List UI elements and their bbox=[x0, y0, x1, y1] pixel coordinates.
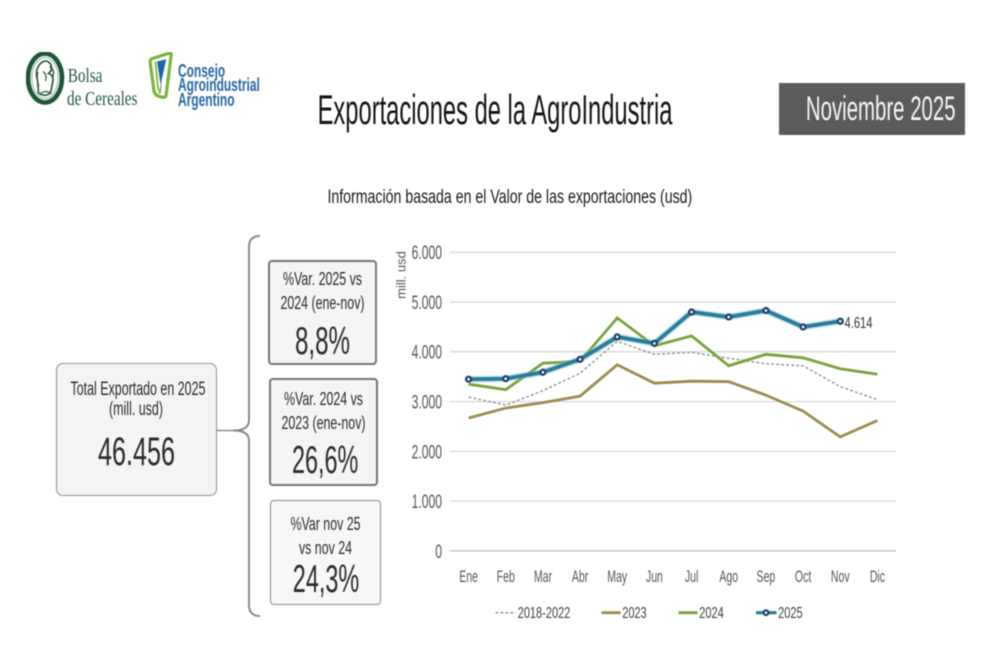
svg-text:2024: 2024 bbox=[699, 604, 724, 621]
svg-text:2018-2022: 2018-2022 bbox=[518, 604, 571, 621]
svg-text:6.000: 6.000 bbox=[412, 244, 443, 264]
svg-text:Nov: Nov bbox=[831, 566, 850, 585]
svg-text:Abr: Abr bbox=[572, 566, 589, 585]
svg-text:0: 0 bbox=[435, 542, 442, 562]
svg-text:4.614: 4.614 bbox=[845, 313, 873, 332]
svg-text:Ago: Ago bbox=[719, 566, 738, 585]
svg-text:Feb: Feb bbox=[497, 566, 515, 585]
svg-text:2.000: 2.000 bbox=[412, 443, 443, 463]
svg-text:5.000: 5.000 bbox=[412, 293, 443, 313]
svg-text:Ene: Ene bbox=[459, 566, 478, 585]
svg-text:Jul: Jul bbox=[685, 566, 698, 585]
svg-text:Dic: Dic bbox=[870, 566, 885, 585]
svg-text:2023: 2023 bbox=[622, 604, 646, 621]
svg-text:4.000: 4.000 bbox=[412, 343, 443, 363]
svg-text:Oct: Oct bbox=[795, 566, 811, 585]
svg-text:2025: 2025 bbox=[778, 604, 802, 621]
svg-text:May: May bbox=[607, 566, 628, 585]
svg-text:mill. usd: mill. usd bbox=[394, 251, 409, 299]
svg-text:Mar: Mar bbox=[534, 566, 552, 585]
svg-text:Sep: Sep bbox=[757, 566, 776, 585]
svg-text:Jun: Jun bbox=[646, 566, 663, 585]
svg-text:1.000: 1.000 bbox=[412, 493, 443, 513]
svg-text:3.000: 3.000 bbox=[412, 393, 443, 413]
